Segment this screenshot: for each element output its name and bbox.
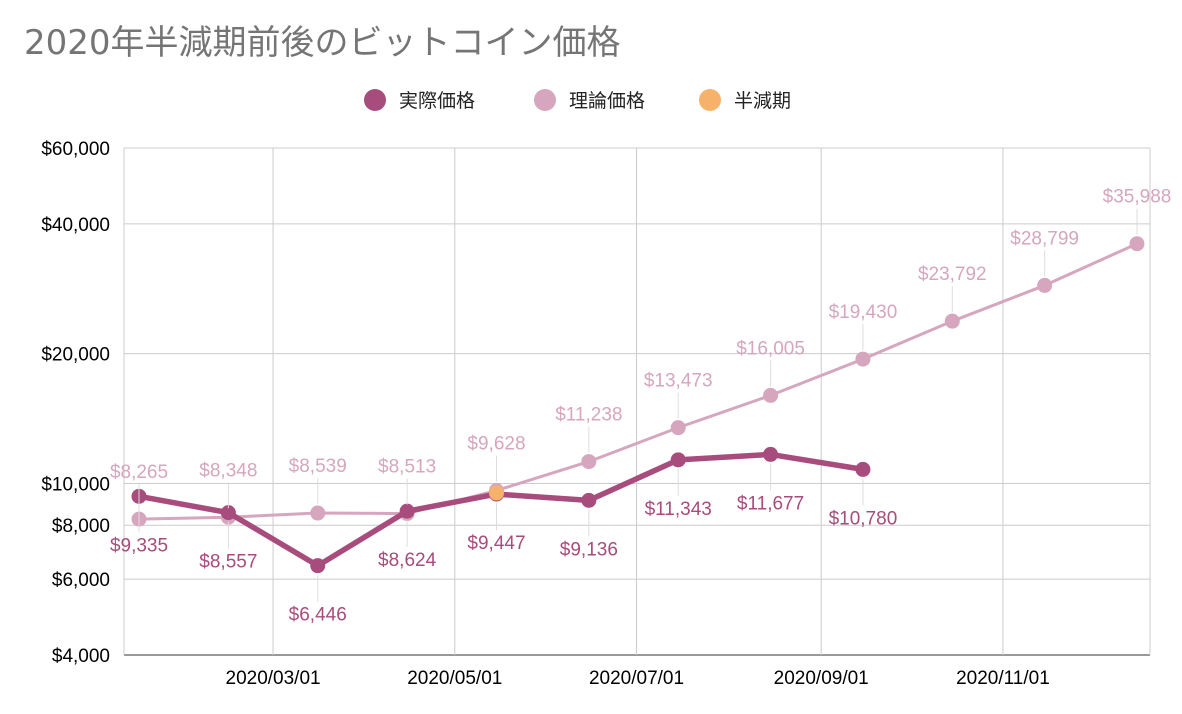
series-line-theoretical — [138, 242, 1138, 521]
actual-point — [581, 492, 597, 508]
actual-point — [310, 558, 326, 574]
actual-point — [399, 503, 415, 519]
theoretical-data-label: $13,473 — [644, 371, 713, 392]
theoretical-point — [763, 387, 779, 403]
x-tick-label: 2020/09/01 — [774, 668, 869, 689]
legend-marker — [364, 89, 386, 111]
theoretical-data-label: $8,539 — [289, 456, 347, 477]
y-tick-label: $20,000 — [41, 345, 110, 366]
data-labels: $8,265 $8,348 $8,539 $8,513 $9,628 $11,238 $13… — [110, 187, 1171, 626]
axes: $4,000 $6,000 $8,000 $10,000 $20,000 $40,000 $… — [41, 139, 1049, 689]
x-tick-label: 2020/11/01 — [956, 668, 1050, 689]
x-tick-label: 2020/05/01 — [407, 668, 502, 689]
y-tick-label: $4,000 — [52, 646, 110, 667]
theoretical-point — [670, 420, 686, 436]
theoretical-point — [944, 313, 960, 329]
theoretical-data-label: $11,238 — [555, 405, 622, 426]
y-tick-label: $60,000 — [41, 139, 110, 160]
legend-label: 半減期 — [734, 90, 791, 112]
theoretical-data-label: $9,628 — [467, 434, 525, 455]
actual-data-label: $8,624 — [378, 550, 437, 571]
series-layer — [131, 236, 1145, 574]
theoretical-data-label: $23,792 — [918, 264, 987, 285]
theoretical-point — [310, 505, 326, 521]
actual-data-label: $11,343 — [645, 499, 712, 520]
theoretical-data-label: $8,348 — [199, 460, 257, 481]
theoretical-point — [855, 351, 871, 367]
y-tick-label: $6,000 — [52, 570, 110, 591]
legend-marker — [534, 89, 556, 111]
actual-data-label: $6,446 — [289, 605, 347, 626]
actual-data-label: $10,780 — [829, 508, 898, 529]
legend-label: 実際価格 — [399, 90, 475, 112]
theoretical-data-label: $35,988 — [1103, 187, 1172, 208]
x-tick-label: 2020/07/01 — [589, 668, 684, 689]
theoretical-data-label: $16,005 — [736, 338, 805, 359]
theoretical-data-label: $8,513 — [378, 457, 436, 478]
theoretical-point — [1037, 277, 1053, 293]
x-tick-label: 2020/03/01 — [226, 668, 321, 689]
theoretical-point — [581, 454, 597, 470]
legend-marker — [699, 89, 721, 111]
actual-data-label: $11,677 — [737, 493, 804, 514]
theoretical-data-label: $28,799 — [1010, 228, 1079, 249]
legend-label: 理論価格 — [569, 90, 645, 112]
chart-title: 2020年半減期前後のビットコイン価格 — [24, 23, 621, 63]
actual-data-label: $9,447 — [467, 533, 525, 554]
actual-data-label: $8,557 — [199, 552, 257, 573]
legend: 実際価格 理論価格 半減期 — [364, 89, 791, 112]
actual-point — [855, 461, 871, 477]
halving-point — [488, 485, 504, 501]
actual-data-label: $9,136 — [560, 539, 618, 560]
y-tick-label: $40,000 — [41, 215, 110, 236]
grid — [123, 147, 1151, 656]
theoretical-data-label: $19,430 — [829, 302, 898, 323]
actual-data-label: $9,335 — [110, 535, 168, 556]
y-tick-label: $8,000 — [52, 516, 110, 537]
actual-point — [220, 505, 236, 521]
theoretical-data-label: $8,265 — [110, 462, 168, 483]
y-tick-label: $10,000 — [41, 474, 110, 495]
actual-point — [670, 452, 686, 468]
theoretical-point — [1129, 236, 1145, 252]
actual-point — [763, 446, 779, 462]
